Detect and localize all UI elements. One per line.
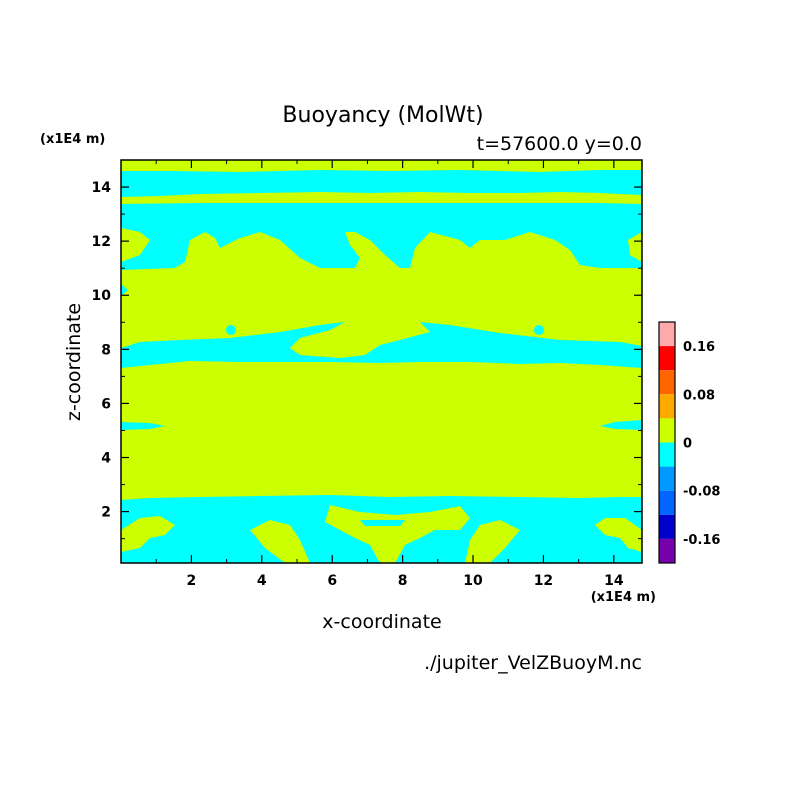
chart-subtitle: t=57600.0 y=0.0 <box>477 133 642 155</box>
contour-island-bottom-center <box>325 505 470 563</box>
colorbar-band <box>659 322 675 347</box>
y-unit-label: (x1E4 m) <box>40 132 105 147</box>
y-tick-label: 12 <box>92 234 111 250</box>
y-axis-label: z-coordinate <box>63 303 85 421</box>
contour-region-mid <box>121 322 642 368</box>
colorbar-tick-label: 0 <box>683 437 692 452</box>
y-tick-label: 10 <box>92 288 112 304</box>
x-unit-label: (x1E4 m) <box>591 590 656 605</box>
contour-region-thin-right <box>600 420 642 430</box>
chart-title: Buoyancy (MolWt) <box>282 103 483 128</box>
contour-spot-left <box>226 325 236 335</box>
x-tick-label: 2 <box>187 573 197 589</box>
x-axis: 2 4 6 8 10 12 14 <box>155 160 624 589</box>
contour-positive-islands <box>121 505 642 563</box>
plot-frame <box>120 159 643 564</box>
y-tick-label: 14 <box>92 180 112 196</box>
contour-spot-right <box>534 325 544 335</box>
x-tick-label: 14 <box>604 573 624 589</box>
colorbar-tick-label: -0.08 <box>683 485 720 500</box>
y-tick-label: 6 <box>101 396 111 412</box>
contour-region-upper <box>121 203 642 270</box>
colorbar-tick-label: -0.16 <box>683 533 720 548</box>
colorbar-tick-label: 0.08 <box>683 388 715 403</box>
contour-island-bottom-mid-left <box>250 520 310 563</box>
contour-island-bottom-right <box>595 518 642 552</box>
contour-region-thin <box>121 422 165 430</box>
x-tick-label: 8 <box>398 573 408 589</box>
x-tick-label: 6 <box>327 573 337 589</box>
y-tick-label: 8 <box>101 342 111 358</box>
x-tick-label: 10 <box>463 573 483 589</box>
contour-island-bottom-mid-right <box>465 520 520 563</box>
y-tick-label: 4 <box>101 451 111 467</box>
contour-region-left-edge <box>121 284 128 296</box>
colorbar-band <box>659 538 675 563</box>
colorbar-band <box>659 418 675 443</box>
plot-area <box>120 159 643 564</box>
y-axis: 2 4 6 8 10 12 14 <box>92 180 642 540</box>
x-axis-label: x-coordinate <box>322 611 441 633</box>
colorbar-tick-label: 0.16 <box>683 340 715 355</box>
x-tick-label: 12 <box>534 573 553 589</box>
colorbar-band <box>659 394 675 419</box>
colorbar-frame <box>658 321 676 564</box>
colorbar: 0.16 0.08 0 -0.08 -0.16 <box>658 321 720 564</box>
contour-island-bottom-left <box>121 516 175 552</box>
colorbar-band <box>659 490 675 515</box>
x-tick-label: 4 <box>257 573 267 589</box>
colorbar-band <box>659 466 675 491</box>
y-tick-label: 2 <box>101 505 111 521</box>
contour-region-top <box>121 170 642 197</box>
source-filename: ./jupiter_VelZBuoyM.nc <box>424 652 642 674</box>
colorbar-band <box>659 514 675 539</box>
colorbar-band <box>659 370 675 395</box>
colorbar-band <box>659 346 675 371</box>
contour-island-bottom-center-gap <box>360 520 405 526</box>
colorbar-band <box>659 442 675 467</box>
contour-negative-regions <box>121 170 642 563</box>
